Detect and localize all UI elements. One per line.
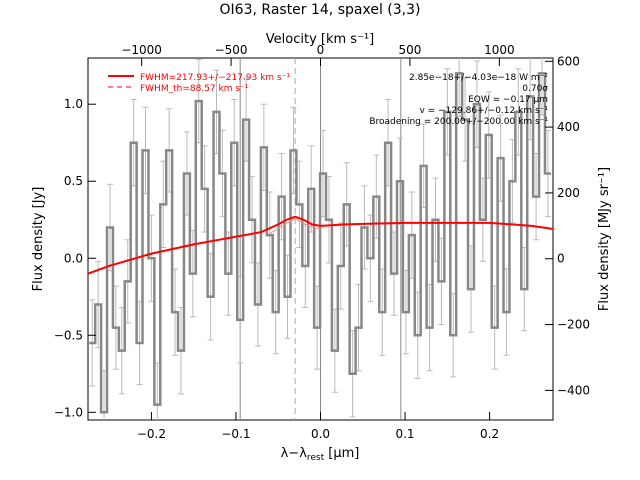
fit-line (87, 215, 554, 275)
x-tick-label: 0.0 (311, 427, 330, 441)
x-tick-label: 0.2 (480, 427, 499, 441)
right-tick-label: 0 (557, 252, 565, 266)
legend: FWHM=217.93+/−217.93 km s⁻¹ FWHM_th=88.5… (108, 73, 290, 94)
chart-title: OI63, Raster 14, spaxel (3,3) (220, 2, 421, 18)
x-axis-label: λ−λrest [μm] (281, 446, 360, 463)
fit-gaussian-component (269, 217, 321, 235)
y-axis-label: Flux density [Jy] (31, 187, 46, 292)
x-tick-label: 0.1 (395, 427, 414, 441)
right-y-axis-label: Flux density [MJy sr⁻¹] (597, 167, 612, 311)
x-axis-label-unit: [μm] (324, 446, 359, 461)
annotation-flux: 2.85e−18+/−4.03e−18 W m⁻² (409, 73, 548, 83)
right-tick-label: −400 (557, 383, 590, 397)
annotation-sigma: 0.70σ (522, 84, 548, 94)
x-axis-label-main: λ−λ (281, 446, 308, 461)
top-tick-label: −1000 (121, 43, 162, 57)
annotation-eqw: EQW = −0.17 μm (468, 95, 548, 105)
y-tick-label: 0.5 (64, 174, 83, 188)
annotations: 2.85e−18+/−4.03e−18 W m⁻² 0.70σ EQW = −0… (369, 73, 548, 127)
annotation-broadening: Broadening = 200.00+/−200.00 km s⁻¹ (369, 117, 548, 127)
annotation-velocity: v = −129.86+/−0.12 km s⁻¹ (419, 106, 548, 116)
legend-label-fwhm: FWHM=217.93+/−217.93 km s⁻¹ (140, 73, 290, 83)
top-tick-label: 500 (398, 43, 421, 57)
x-tick-label: −0.1 (221, 427, 250, 441)
y-tick-label: 1.0 (64, 97, 83, 111)
top-tick-label: 1000 (484, 43, 515, 57)
legend-label-fwhm-th: FWHM_th=88.57 km s⁻¹ (140, 84, 249, 94)
right-tick-label: −200 (557, 318, 590, 332)
right-tick-label: 400 (557, 120, 580, 134)
y-tick-label: −1.0 (54, 405, 83, 419)
y-tick-label: 0.0 (64, 251, 83, 265)
top-axis-label: Velocity [km s⁻¹] (266, 32, 374, 47)
x-tick-label: −0.2 (137, 427, 166, 441)
x-axis-label-sub: rest (307, 453, 325, 463)
right-tick-label: 600 (557, 54, 580, 68)
y-tick-label: −0.5 (54, 328, 83, 342)
top-tick-label: 0 (317, 43, 325, 57)
right-tick-label: 200 (557, 186, 580, 200)
top-tick-label: −500 (215, 43, 248, 57)
spectrum-steps (89, 72, 551, 414)
